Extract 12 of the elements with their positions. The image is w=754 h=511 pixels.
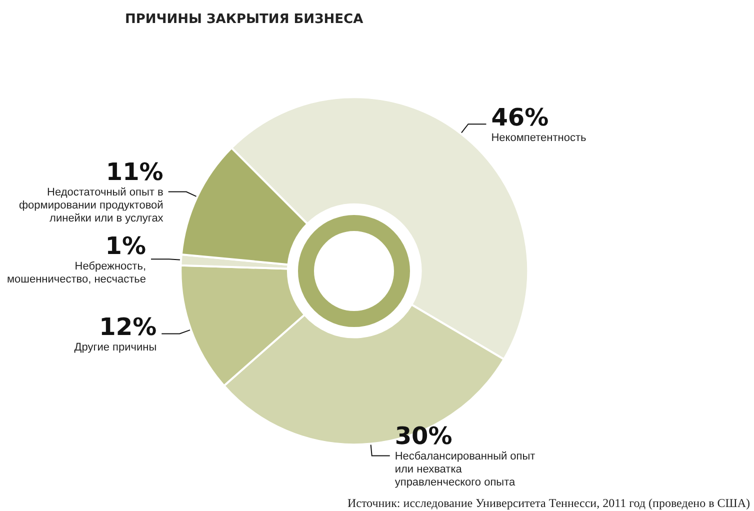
data-label: 1% <box>105 232 146 260</box>
slice-label: Несбалансированный опыт или нехватка управленческого опыта <box>394 450 536 489</box>
slice-label: Некомпетентность <box>491 132 586 144</box>
data-label: 46% <box>491 104 549 132</box>
slice-label: Недостаточный опыт в формировании продуктовой линейки или в услугах <box>19 186 164 225</box>
data-label: 11% <box>106 158 164 186</box>
data-label: 12% <box>99 313 157 342</box>
chart-title: ПРИЧИНЫ ЗАКРЫТИЯ БИЗНЕСА <box>125 12 364 27</box>
slice-label: Другие причины <box>74 342 157 354</box>
data-label: 30% <box>394 422 452 450</box>
slice-label: Небрежность, мошенничество, несчастье <box>6 260 146 286</box>
text: Источник: исследование Университета Теннесси, 2011 год (проведено в США) <box>347 496 750 510</box>
